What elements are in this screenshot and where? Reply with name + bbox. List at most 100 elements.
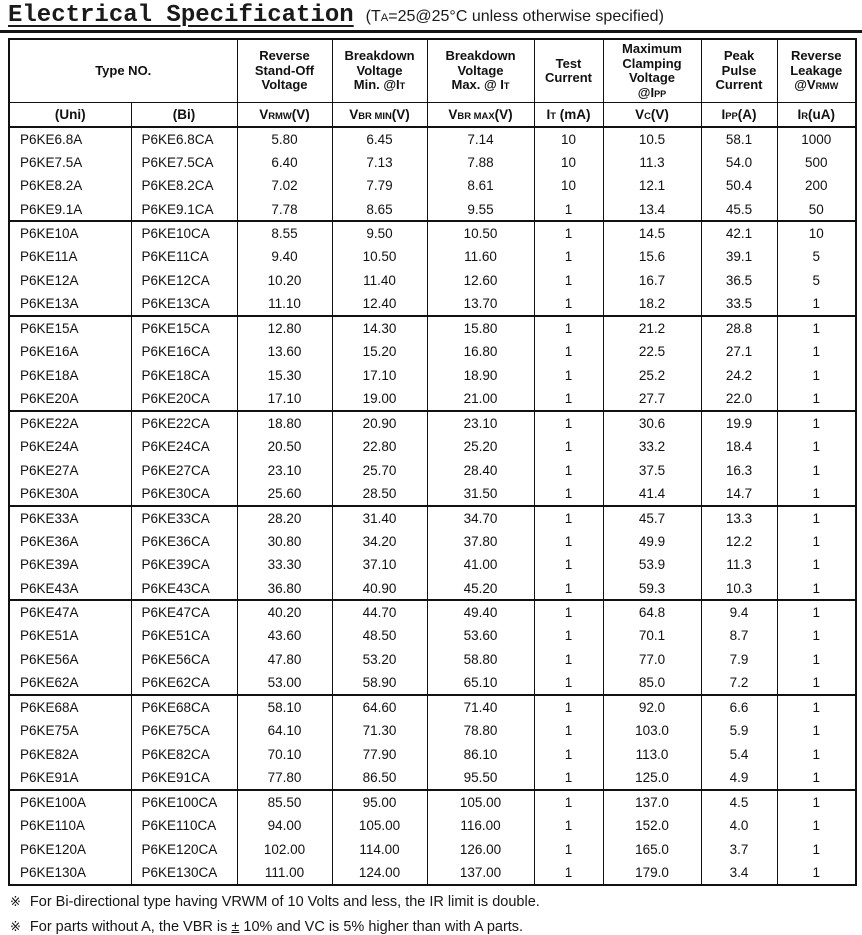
table-row: P6KE11A P6KE11CA 9.40 10.50 11.60 1 15.6 39.1 5: [8, 245, 857, 269]
cell-vc: 53.9: [602, 553, 702, 577]
cell-vbr_max: 13.70: [426, 292, 535, 317]
row-group: P6KE33A P6KE33CA 28.20 31.40 34.70 1 45.7 13.3 1…: [8, 505, 857, 601]
table-row: P6KE7.5A P6KE7.5CA 6.40 7.13 7.88 10 11.3 54.0 5…: [8, 150, 857, 175]
cell-ir: 1: [776, 813, 857, 838]
cell-it: 1: [533, 339, 604, 364]
cell-vrmw: 102.00: [236, 837, 333, 861]
cell-vc: 33.2: [602, 434, 702, 459]
cell-vc: 64.8: [602, 600, 702, 625]
cell-vrmw: 9.40: [236, 245, 333, 269]
cell-uni: P6KE20A: [8, 387, 132, 411]
cell-bi: P6KE75CA: [130, 718, 238, 743]
col-header-reverse-standoff-voltage: Reverse Stand-Off Voltage: [236, 39, 333, 104]
cell-vbr_max: 7.14: [426, 126, 535, 151]
cell-ipp: 12.2: [700, 529, 778, 554]
cell-vrmw: 15.30: [236, 363, 333, 388]
cell-vbr_min: 34.20: [331, 529, 428, 554]
row-group: P6KE68A P6KE68CA 58.10 64.60 71.40 1 92.0 6.6 1 P…: [8, 695, 857, 790]
table-row: P6KE10A P6KE10CA 8.55 9.50 10.50 1 14.5 42.1 10: [8, 221, 857, 246]
cell-vbr_max: 21.00: [426, 387, 535, 411]
cell-it: 1: [533, 789, 604, 814]
table-row: P6KE100A P6KE100CA 85.50 95.00 105.00 1 137.0 4…: [8, 789, 857, 814]
table-row: P6KE18A P6KE18CA 15.30 17.10 18.90 1 25.2 24.2 1: [8, 363, 857, 388]
cell-bi: P6KE62CA: [130, 671, 238, 696]
table-row: P6KE75A P6KE75CA 64.10 71.30 78.80 1 103.0 5.9 1: [8, 718, 857, 743]
cell-vrmw: 7.02: [236, 174, 333, 198]
cell-ipp: 42.1: [700, 221, 778, 246]
cell-vbr_max: 15.80: [426, 316, 535, 340]
cell-vc: 10.5: [602, 126, 702, 151]
reference-mark-icon: ※: [10, 894, 21, 910]
col-header-reverse-leakage: Reverse Leakage @VRMW: [776, 39, 857, 104]
cell-vbr_min: 28.50: [331, 482, 428, 506]
row-group: P6KE100A P6KE100CA 85.50 95.00 105.00 1 137.0 4…: [8, 789, 857, 885]
cell-uni: P6KE91A: [8, 766, 132, 790]
cell-uni: P6KE43A: [8, 576, 132, 601]
cell-it: 10: [533, 150, 604, 175]
cell-ipp: 24.2: [700, 363, 778, 388]
cell-vrmw: 23.10: [236, 458, 333, 482]
cell-uni: P6KE39A: [8, 553, 132, 577]
cell-vrmw: 13.60: [236, 339, 333, 364]
cell-vbr_max: 53.60: [426, 624, 535, 648]
cell-vc: 85.0: [602, 671, 702, 696]
table-row: P6KE82A P6KE82CA 70.10 77.90 86.10 1 113.0 5.4 1: [8, 742, 857, 767]
cell-bi: P6KE130CA: [130, 861, 238, 885]
spec-table-head: Type NO. Reverse Stand-Off Voltage Breakdown…: [8, 39, 857, 128]
cell-uni: P6KE82A: [8, 742, 132, 767]
cell-uni: P6KE15A: [8, 316, 132, 340]
cell-it: 1: [533, 197, 604, 222]
col-header-breakdown-voltage-max: Breakdown Voltage Max. @ IT: [426, 39, 535, 104]
cell-vc: 18.2: [602, 292, 702, 317]
cell-vbr_max: 116.00: [426, 813, 535, 838]
cell-ir: 1: [776, 292, 857, 317]
cell-it: 1: [533, 742, 604, 767]
col-subheader-vc: VC(V): [602, 102, 702, 128]
cell-ipp: 28.8: [700, 316, 778, 340]
cell-ir: 1: [776, 410, 857, 435]
cell-vbr_max: 58.80: [426, 647, 535, 672]
cell-ir: 1: [776, 387, 857, 411]
cell-it: 1: [533, 363, 604, 388]
cell-vbr_max: 31.50: [426, 482, 535, 506]
cell-uni: P6KE36A: [8, 529, 132, 554]
cell-vrmw: 18.80: [236, 410, 333, 435]
cell-vbr_min: 14.30: [331, 316, 428, 340]
cell-bi: P6KE39CA: [130, 553, 238, 577]
cell-it: 1: [533, 695, 604, 719]
cell-uni: P6KE68A: [8, 695, 132, 719]
col-subheader-vbr-min: VBR MIN(V): [331, 102, 428, 128]
table-row: P6KE8.2A P6KE8.2CA 7.02 7.79 8.61 10 12.1 50.4 2…: [8, 174, 857, 198]
cell-vbr_min: 19.00: [331, 387, 428, 411]
cell-vc: 92.0: [602, 695, 702, 719]
table-row: P6KE36A P6KE36CA 30.80 34.20 37.80 1 49.9 12.2 1: [8, 529, 857, 554]
cell-vbr_min: 25.70: [331, 458, 428, 482]
cell-ir: 1: [776, 529, 857, 554]
cell-ipp: 45.5: [700, 197, 778, 222]
cell-vrmw: 58.10: [236, 695, 333, 719]
cell-uni: P6KE12A: [8, 268, 132, 293]
cell-it: 1: [533, 813, 604, 838]
cell-it: 10: [533, 174, 604, 198]
cell-uni: P6KE110A: [8, 813, 132, 838]
cell-ir: 1: [776, 837, 857, 861]
cell-vbr_max: 12.60: [426, 268, 535, 293]
cell-ipp: 39.1: [700, 245, 778, 269]
cell-it: 1: [533, 861, 604, 885]
cell-vbr_max: 18.90: [426, 363, 535, 388]
footnote-1: ※ For Bi-directional type having VRWM of …: [10, 894, 862, 910]
cell-vbr_max: 45.20: [426, 576, 535, 601]
cell-it: 1: [533, 245, 604, 269]
cell-vbr_max: 23.10: [426, 410, 535, 435]
page-header: Electrical Specification (TA=25@25°C unl…: [0, 0, 862, 33]
cell-bi: P6KE51CA: [130, 624, 238, 648]
cell-bi: P6KE82CA: [130, 742, 238, 767]
cell-vrmw: 17.10: [236, 387, 333, 411]
cell-ipp: 7.9: [700, 647, 778, 672]
cell-vbr_max: 10.50: [426, 221, 535, 246]
cell-vbr_min: 64.60: [331, 695, 428, 719]
cell-ir: 1: [776, 766, 857, 790]
footnote-2: ※ For parts without A, the VBR is ± 10% a…: [10, 919, 862, 935]
cell-it: 1: [533, 600, 604, 625]
